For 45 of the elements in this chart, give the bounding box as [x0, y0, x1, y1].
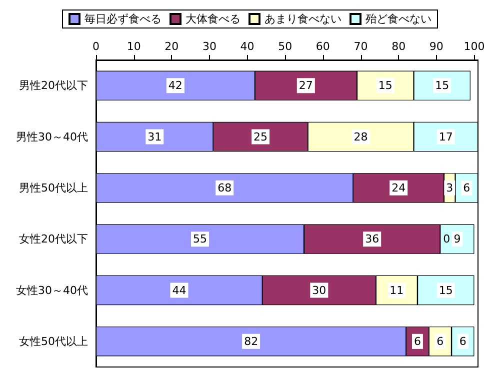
data-label: 6 — [459, 334, 466, 348]
data-label: 15 — [438, 284, 453, 297]
x-tick-label: 90 — [429, 40, 444, 53]
data-label: 6 — [414, 334, 421, 348]
data-label: 30 — [312, 284, 326, 297]
data-label: 44 — [172, 284, 186, 297]
data-label: 9 — [454, 232, 461, 246]
data-label: 11 — [390, 284, 404, 297]
data-label: 15 — [378, 79, 392, 92]
data-label: 68 — [218, 181, 232, 194]
data-label: 15 — [435, 79, 450, 92]
legend-label: あまり食べない — [264, 12, 342, 26]
data-label: 36 — [365, 232, 380, 246]
x-tick-label: 0 — [92, 40, 100, 53]
data-label: 27 — [298, 79, 313, 92]
y-tick-label: 女性20代以下 — [19, 232, 88, 246]
legend-label: 大体食べる — [186, 12, 240, 26]
data-label: 55 — [193, 232, 208, 246]
data-label: 6 — [463, 181, 470, 194]
y-tick-label: 女性50代以上 — [19, 334, 88, 348]
data-label: 0 — [443, 232, 450, 246]
data-label: 25 — [254, 130, 268, 144]
x-tick-label: 20 — [164, 40, 179, 53]
data-label: 24 — [392, 181, 406, 194]
x-tick-label: 30 — [202, 40, 216, 53]
x-tick-label: 60 — [316, 40, 330, 53]
x-tick-label: 80 — [392, 40, 406, 53]
data-label: 42 — [168, 79, 182, 92]
y-tick-label: 男性30～40代 — [16, 130, 88, 144]
data-label: 3 — [446, 181, 454, 194]
y-tick-label: 女性30～40代 — [16, 284, 88, 297]
x-tick-label: 70 — [354, 40, 368, 53]
y-tick-label: 男性20代以下 — [19, 79, 88, 92]
data-label: 82 — [244, 334, 258, 348]
legend-label: 毎日必ず食べる — [84, 12, 162, 26]
data-label: 31 — [148, 130, 162, 144]
y-tick-label: 男性50代以上 — [19, 181, 88, 194]
legend-label: 殆ど食べない — [366, 12, 432, 26]
x-tick-label: 50 — [278, 40, 292, 53]
data-label: 6 — [436, 334, 444, 348]
data-label: 28 — [354, 130, 368, 144]
x-tick-label: 10 — [126, 40, 141, 53]
data-label: 17 — [438, 130, 453, 144]
x-tick-label: 100 — [464, 40, 485, 53]
x-tick-label: 40 — [240, 40, 254, 53]
